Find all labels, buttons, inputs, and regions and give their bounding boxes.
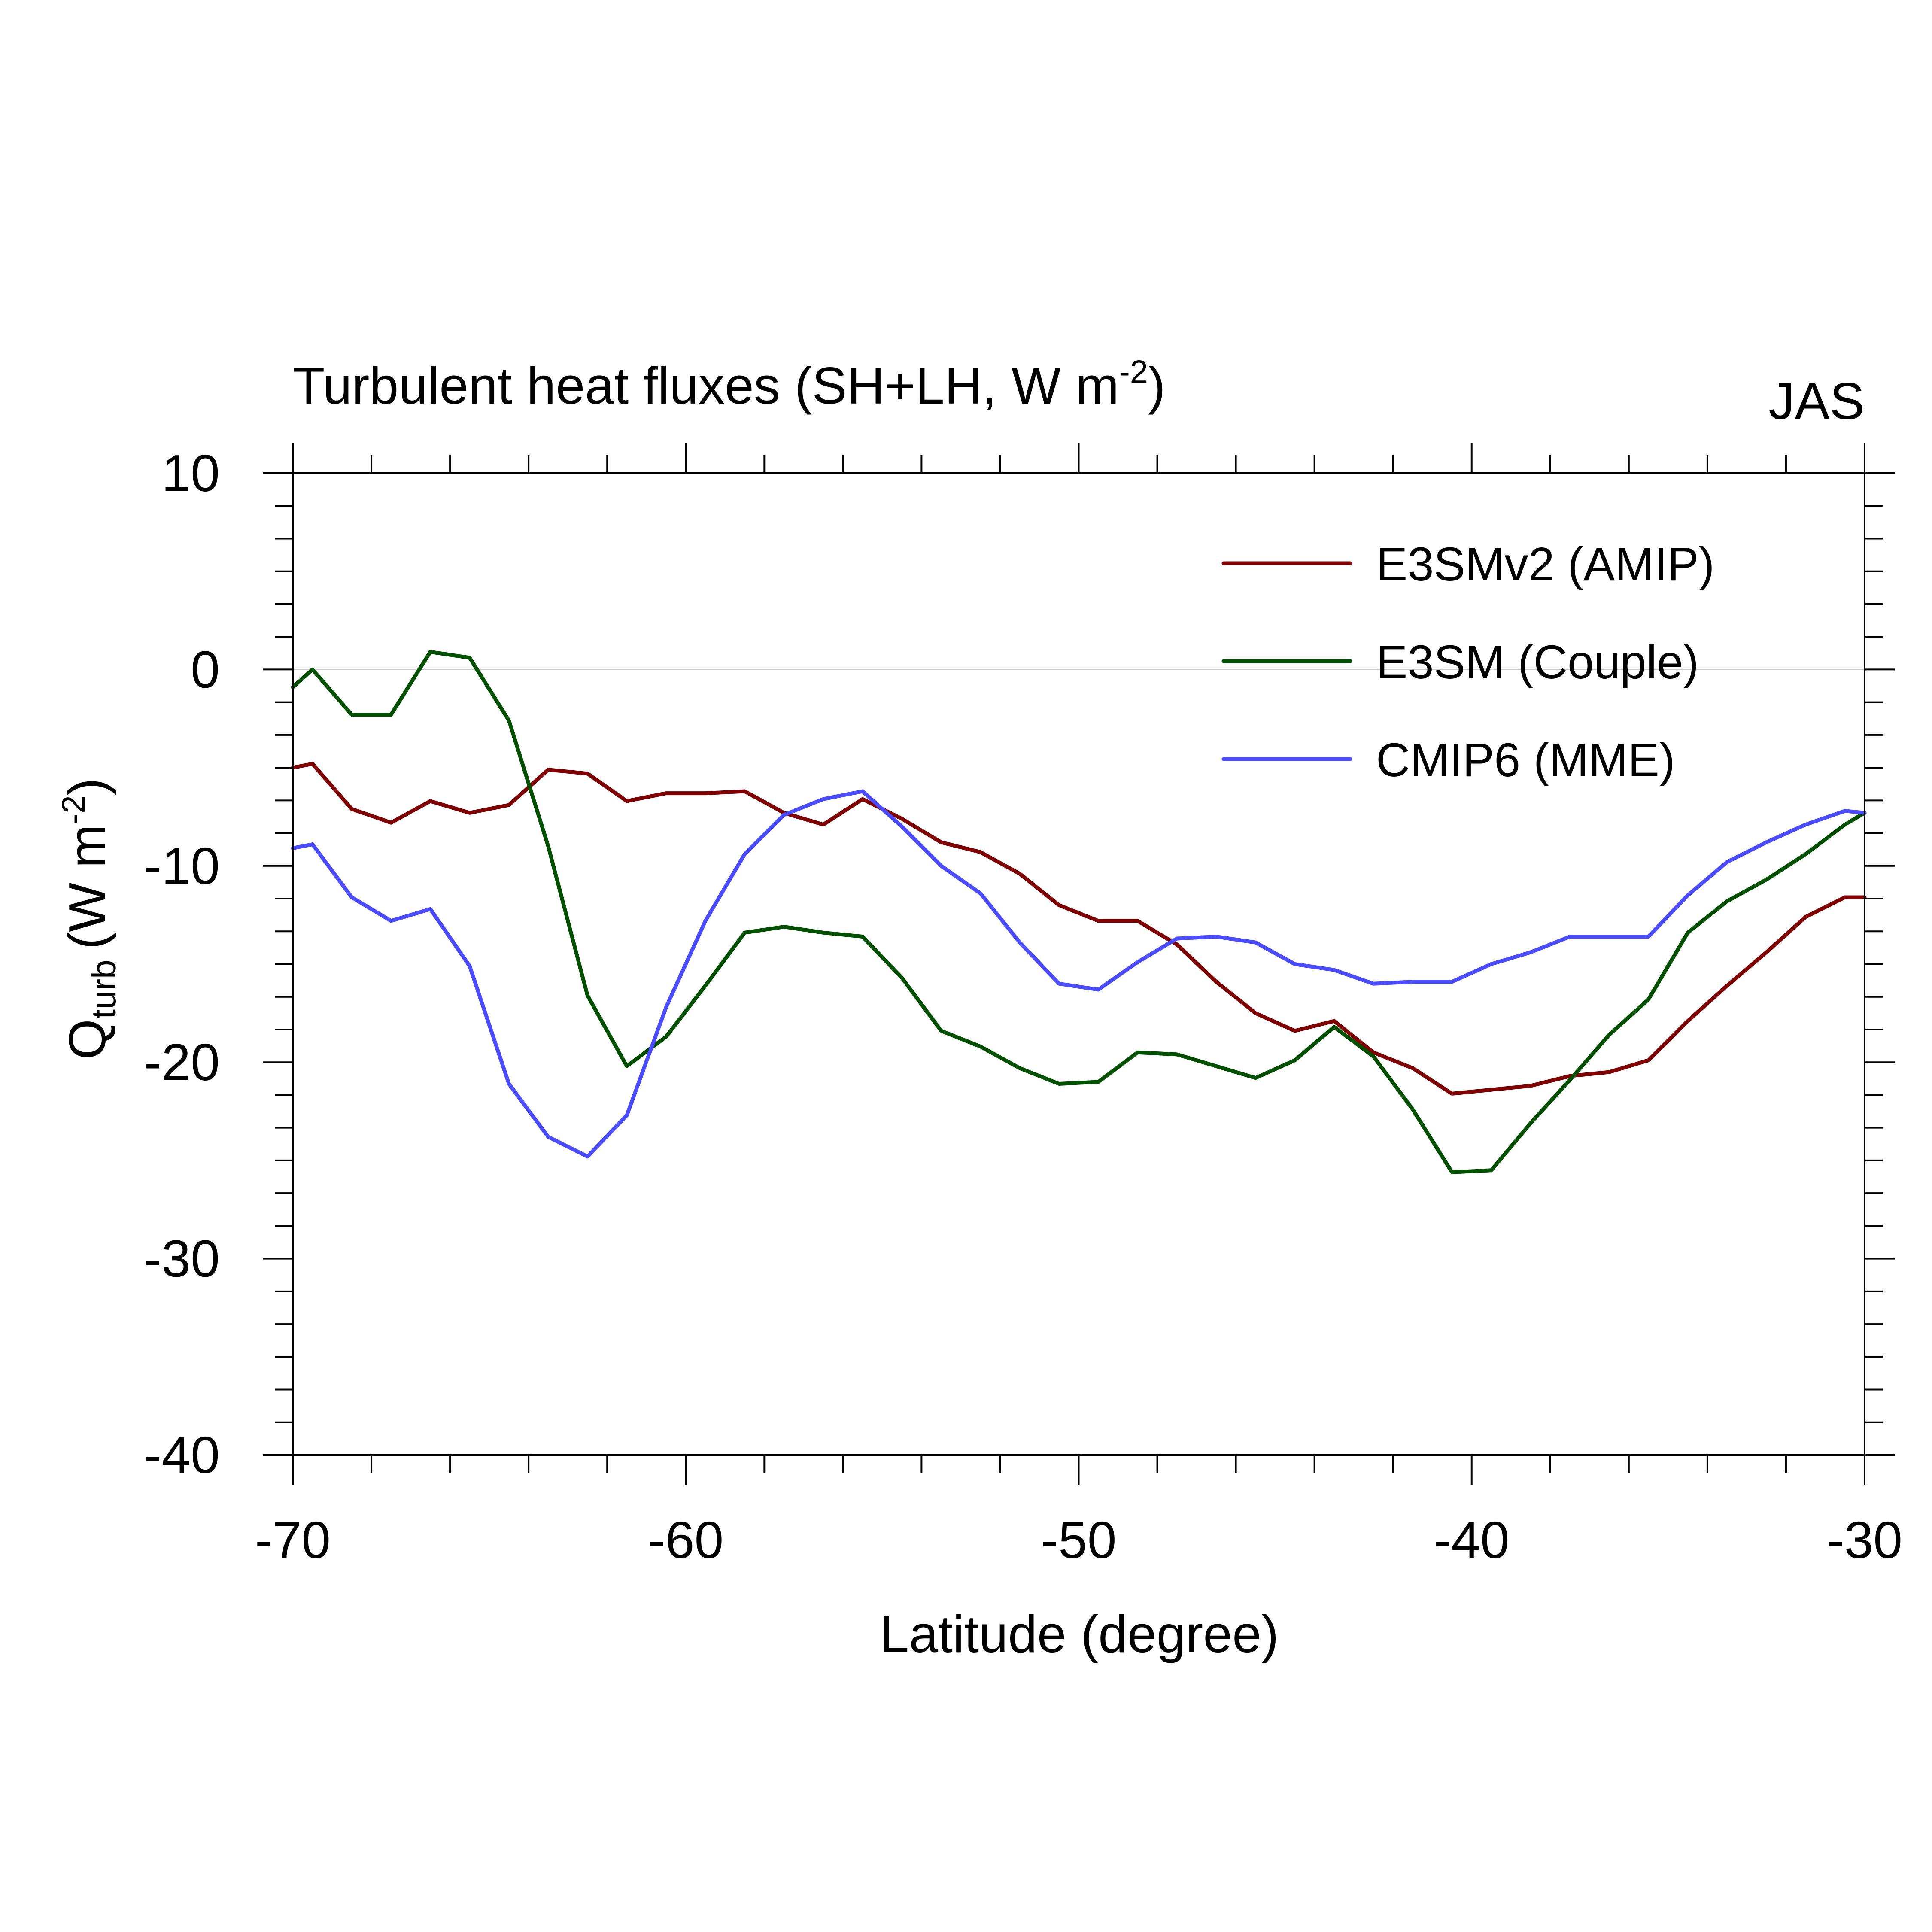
- y-tick-label: -10: [144, 837, 220, 895]
- y-tick-label: 0: [191, 640, 220, 699]
- x-tick-label: -40: [1434, 1511, 1510, 1569]
- series-line-2: [291, 650, 1867, 1174]
- y-tick-label: 10: [161, 444, 220, 502]
- y-tick-label: -20: [144, 1033, 220, 1091]
- legend-label-3: CMIP6 (MME): [1376, 734, 1675, 787]
- x-tick-label: -70: [255, 1511, 331, 1569]
- legend: E3SMv2 (AMIP) E3SM (Couple) CMIP6 (MME): [1221, 538, 1714, 787]
- y-tick-label: -30: [144, 1230, 220, 1288]
- series-line-1: [291, 762, 1867, 1096]
- x-tick-label: -50: [1041, 1511, 1116, 1569]
- x-axis-label: Latitude (degree): [880, 1605, 1279, 1663]
- y-tick-label: -40: [144, 1426, 220, 1484]
- x-tick-label: -30: [1827, 1511, 1902, 1569]
- x-tick-label: -60: [648, 1511, 723, 1569]
- series-line-3: [291, 789, 1867, 1159]
- chart-title: Turbulent heat fluxes (SH+LH, W m-2): [293, 354, 1166, 415]
- legend-label-1: E3SMv2 (AMIP): [1376, 538, 1714, 591]
- series-layer: [291, 650, 1867, 1174]
- season-label: JAS: [1768, 372, 1865, 430]
- y-axis-label: Qturb(W m-2): [55, 778, 123, 1060]
- axes-layer: -70 -60 -50 -40 -30 10 0 -10 -20 -30 -40: [144, 443, 1902, 1569]
- legend-label-2: E3SM (Couple): [1376, 636, 1699, 689]
- title-exponent: -2: [1119, 354, 1148, 390]
